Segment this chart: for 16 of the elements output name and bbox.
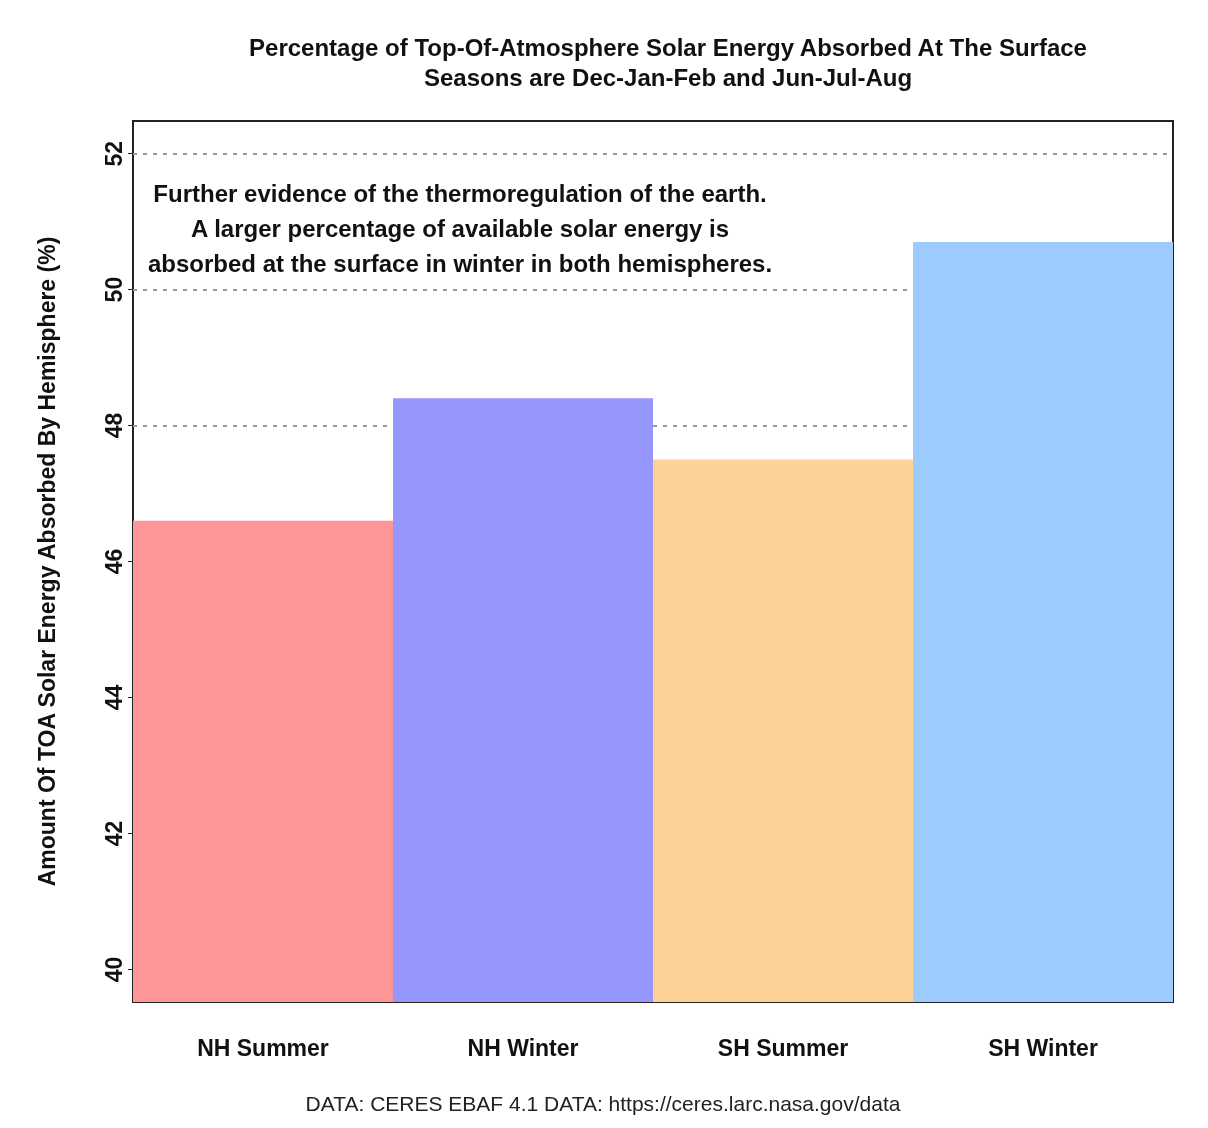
- y-axis-title: Amount Of TOA Solar Energy Absorbed By Hemisphere (%): [33, 236, 60, 887]
- x-tick-label: NH Winter: [467, 1034, 579, 1061]
- y-tick-label: 46: [100, 548, 127, 575]
- annotation: Further evidence of the thermoregulation of the earth. A larger percentage of available solar energy is absorbed at the surface in winter in both hemispheres.: [147, 180, 773, 277]
- y-tick-label: 44: [100, 684, 127, 711]
- text: DATA: CERES EBAF 4.1 DATA: https://ceres.larc.nasa.gov/data: [305, 1092, 901, 1115]
- x-tick-label: SH Winter: [988, 1034, 1098, 1061]
- y-tick-label: 48: [100, 412, 127, 439]
- chart-subtitle: Seasons are Dec-Jan-Feb and Jun-Jul-Aug: [423, 63, 913, 91]
- y-tick-label: 50: [100, 276, 127, 303]
- y-tick-label: 52: [100, 140, 127, 167]
- y-tick-label: 42: [100, 820, 127, 847]
- x-tick-label: NH Summer: [197, 1034, 329, 1061]
- chart-title: Percentage of Top-Of-Atmosphere Solar Energy Absorbed At The Surface: [249, 33, 1087, 61]
- y-tick-label: 40: [100, 956, 127, 983]
- x-tick-label: SH Summer: [717, 1034, 849, 1061]
